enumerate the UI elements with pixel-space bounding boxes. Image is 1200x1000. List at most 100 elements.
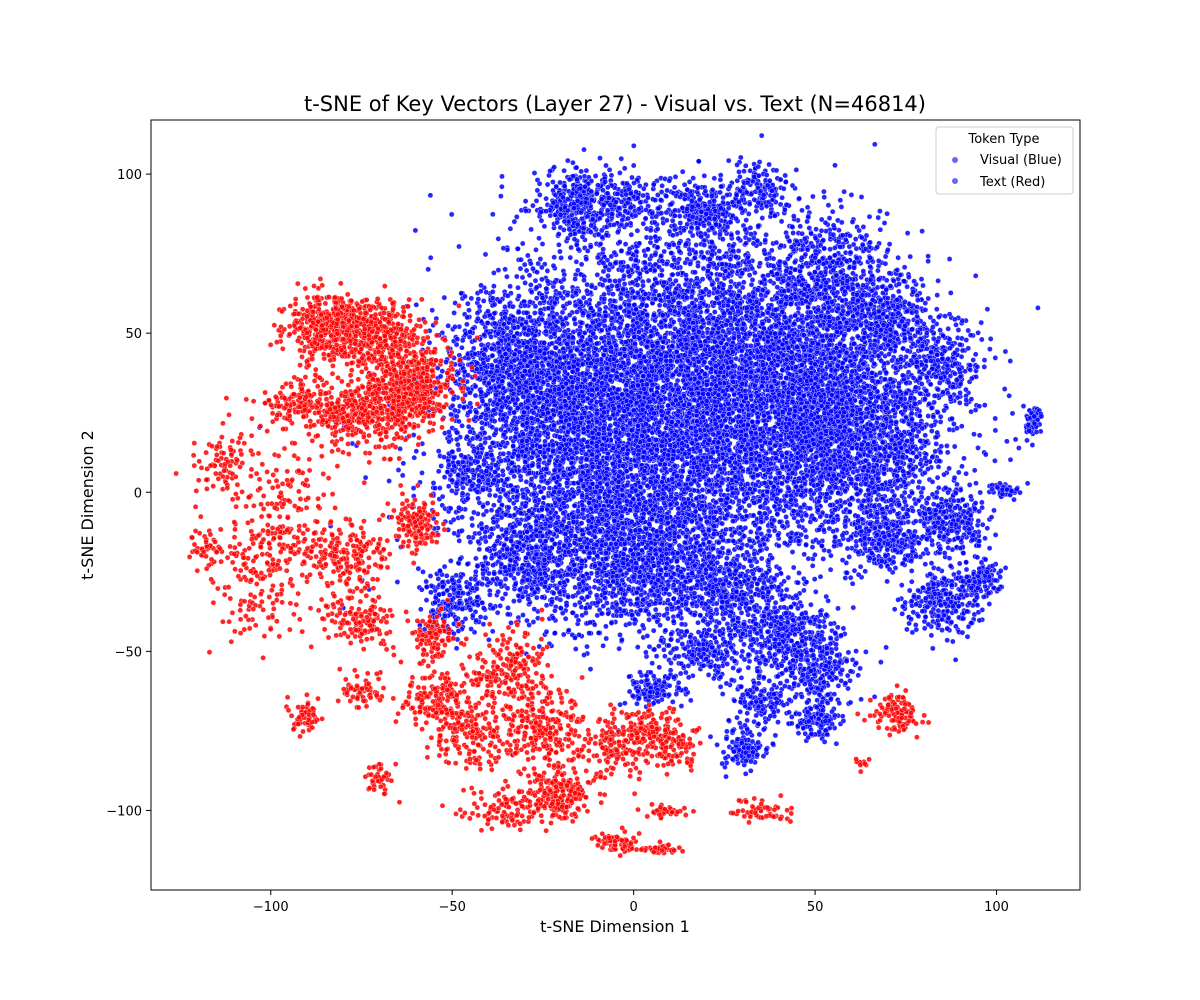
- scatter-point: [811, 576, 818, 582]
- scatter-point: [809, 563, 816, 569]
- scatter-point: [435, 468, 442, 475]
- scatter-point: [756, 525, 763, 532]
- scatter-point: [796, 570, 802, 576]
- scatter-point: [789, 549, 796, 555]
- scatter-point: [421, 451, 427, 457]
- scatter-point: [961, 455, 967, 462]
- scatter-point: [992, 427, 999, 434]
- scatter-point: [569, 340, 576, 346]
- scatter-point: [925, 295, 931, 302]
- scatter-point: [505, 504, 512, 511]
- scatter-point: [394, 579, 401, 585]
- scatter-point: [695, 619, 701, 626]
- scatter-point: [437, 485, 443, 491]
- scatter-point: [781, 578, 787, 585]
- scatter-point: [975, 445, 981, 451]
- scatter-point: [523, 479, 530, 485]
- scatter-point: [748, 281, 755, 288]
- scatter-point: [805, 555, 812, 562]
- scatter-point: [803, 534, 810, 540]
- scatter-point: [399, 472, 406, 479]
- scatter-point: [777, 375, 784, 381]
- scatter-point: [476, 546, 483, 553]
- scatter-point: [469, 515, 475, 522]
- scatter-point: [847, 574, 854, 581]
- scatter-point: [904, 230, 911, 236]
- scatter-point: [711, 523, 718, 530]
- scatter-point: [449, 488, 455, 494]
- scatter-point: [411, 454, 417, 461]
- scatter-point: [483, 508, 490, 514]
- scatter-point: [827, 566, 834, 573]
- scatter-point: [413, 448, 420, 454]
- scatter-point: [603, 635, 609, 642]
- scatter-point: [489, 628, 496, 635]
- scatter-point: [775, 532, 781, 538]
- scatter-point: [419, 470, 425, 476]
- scatter-point: [752, 522, 758, 528]
- points-layer: [173, 132, 1045, 859]
- scatter-point: [849, 580, 856, 587]
- scatter-point: [736, 498, 742, 504]
- scatter-point: [712, 309, 718, 315]
- scatter-point: [576, 599, 583, 606]
- chart-title: t-SNE of Key Vectors (Layer 27) - Visual…: [304, 92, 926, 116]
- scatter-point: [795, 305, 802, 312]
- scatter-point: [472, 392, 479, 399]
- scatter-point: [783, 514, 789, 520]
- scatter-point: [820, 556, 826, 562]
- scatter-point: [842, 575, 849, 581]
- scatter-point: [803, 542, 809, 548]
- scatter-point: [808, 601, 814, 608]
- series-visual: [256, 132, 1045, 780]
- scatter-point: [362, 474, 369, 481]
- scatter-point: [695, 482, 702, 489]
- scatter-point: [933, 441, 939, 447]
- scatter-point: [739, 514, 746, 521]
- scatter-point: [475, 538, 481, 545]
- scatter-point: [971, 467, 978, 474]
- scatter-point: [724, 555, 730, 561]
- scatter-point: [1007, 358, 1014, 364]
- scatter-point: [925, 253, 931, 259]
- scatter-point: [918, 276, 925, 282]
- scatter-point: [959, 463, 965, 470]
- scatter-point: [420, 569, 426, 575]
- scatter-point: [459, 423, 465, 429]
- scatter-point: [746, 502, 753, 509]
- scatter-point: [813, 589, 819, 595]
- scatter-point: [600, 643, 606, 649]
- scatter-point: [781, 540, 788, 546]
- scatter-point: [825, 598, 831, 604]
- scatter-point: [725, 400, 731, 407]
- scatter-point: [688, 697, 694, 704]
- scatter-point: [766, 528, 772, 534]
- scatter-point: [744, 542, 750, 548]
- scatter-point: [963, 470, 969, 477]
- scatter-point: [784, 519, 790, 526]
- scatter-point: [543, 602, 550, 609]
- scatter-point: [817, 573, 824, 580]
- scatter-point: [454, 436, 460, 443]
- scatter-point: [850, 604, 857, 611]
- scatter-point: [881, 220, 888, 226]
- scatter-point: [459, 527, 465, 534]
- scatter-point: [934, 292, 940, 298]
- scatter-point: [725, 548, 732, 554]
- scatter-point: [386, 478, 392, 484]
- scatter-point: [987, 346, 993, 352]
- scatter-point: [742, 508, 749, 514]
- scatter-point: [776, 543, 782, 549]
- scatter-point: [459, 344, 465, 351]
- scatter-point: [785, 574, 792, 581]
- scatter-point: [602, 304, 609, 311]
- scatter-point: [878, 659, 884, 665]
- scatter-point: [916, 479, 923, 485]
- scatter-point: [743, 459, 750, 465]
- scatter-point: [1035, 305, 1041, 311]
- scatter-point: [505, 611, 511, 618]
- scatter-point: [904, 283, 910, 290]
- scatter-point: [584, 643, 590, 650]
- scatter-point: [499, 468, 506, 474]
